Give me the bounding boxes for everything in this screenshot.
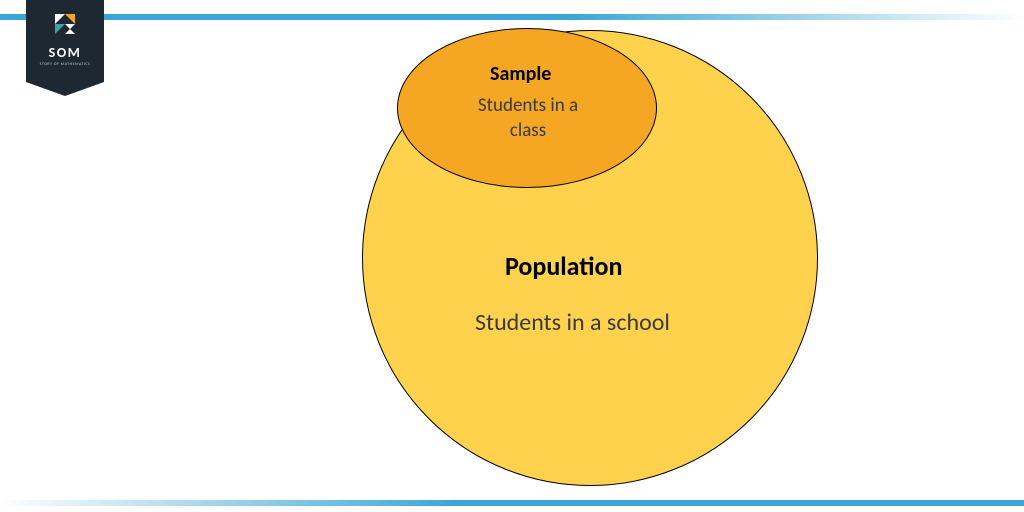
venn-diagram: Sample Students in aclass Population Stu… [0, 0, 1024, 512]
population-desc: Students in a school [475, 308, 670, 337]
sample-title: Sample [490, 62, 551, 86]
sample-desc: Students in aclass [468, 94, 588, 143]
population-title: Population [505, 250, 622, 282]
logo-icon [51, 10, 79, 38]
logo-text: SOM [26, 44, 104, 61]
logo-subtext: STORY OF MATHEMATICS [26, 62, 104, 67]
logo-badge: SOM STORY OF MATHEMATICS [26, 0, 104, 100]
